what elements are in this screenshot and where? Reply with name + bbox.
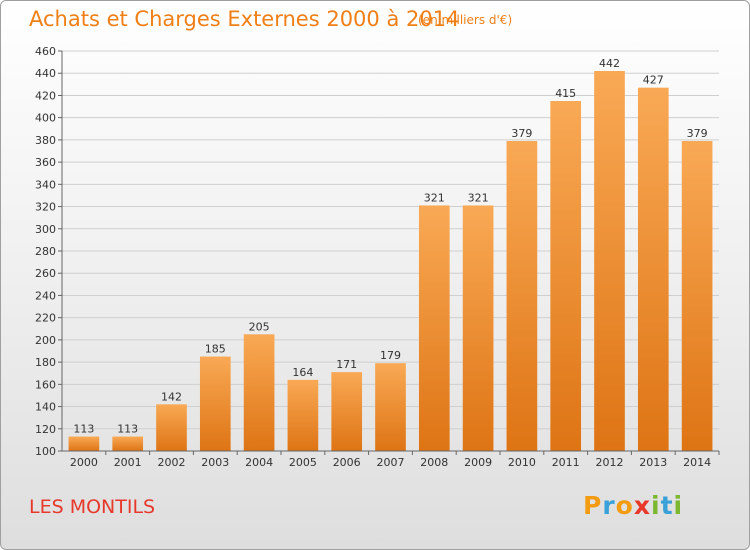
value-label: 179 [380,349,401,362]
logo-letter: P [583,491,603,520]
bar [681,141,713,451]
value-label: 427 [643,74,664,87]
labels: 100 120 140 160 180 200 220 240 260 280 300 320 340 3… [35,45,711,469]
x-tick-label: 2005 [289,456,317,469]
y-tick-label: 100 [35,445,56,458]
chart-title: Achats et Charges Externes 2000 à 2014 [29,7,460,31]
logo-letter: t [660,491,674,520]
value-label: 379 [687,127,708,140]
y-tick-label: 280 [35,245,56,258]
y-tick-label: 220 [35,312,56,325]
value-label: 142 [161,390,182,403]
x-tick-label: 2004 [245,456,273,469]
value-label: 113 [117,423,138,436]
x-tick-label: 2002 [158,456,186,469]
bar [637,87,669,452]
bar [199,356,231,451]
value-label: 442 [599,57,620,70]
bar [156,404,187,451]
bar [506,141,538,451]
value-label: 321 [424,191,445,204]
bar [243,334,275,451]
proxiti-logo: Proxiti [583,491,683,520]
x-tick-label: 2010 [508,456,536,469]
y-tick-label: 440 [35,67,56,80]
y-tick-label: 340 [35,178,56,191]
logo-letter: i [673,491,684,520]
commune-name: LES MONTILS [29,496,156,518]
y-tick-label: 400 [35,112,56,125]
value-label: 171 [336,358,357,371]
y-tick-label: 420 [35,89,56,102]
bar [112,436,144,451]
y-tick-label: 160 [35,378,56,391]
x-tick-label: 2012 [596,456,624,469]
value-label: 164 [292,366,313,379]
x-tick-label: 2008 [420,456,448,469]
bar [331,372,363,451]
y-tick-label: 200 [35,334,56,347]
y-tick-label: 140 [35,401,56,414]
y-tick-label: 120 [35,423,56,436]
y-tick-label: 380 [35,134,56,147]
logo-letter: x [633,491,651,520]
y-tick-label: 320 [35,201,56,214]
value-label: 185 [205,343,226,356]
bar [418,205,450,451]
value-label: 415 [555,87,576,100]
y-tick-label: 300 [35,223,56,236]
axes [58,50,720,455]
bar [462,205,494,451]
chart-subtitle: (en milliers d'€) [418,13,513,27]
bar [375,363,406,451]
bars [68,71,713,452]
y-tick-label: 240 [35,289,56,302]
y-tick-label: 460 [35,45,56,58]
bar [550,101,582,451]
logo-letter: r [602,491,616,520]
x-tick-label: 2006 [333,456,361,469]
x-tick-label: 2003 [201,456,229,469]
bar [287,379,319,451]
y-tick-label: 260 [35,267,56,280]
value-label: 379 [511,127,532,140]
bar [68,436,100,451]
value-label: 321 [468,191,489,204]
y-tick-label: 180 [35,356,56,369]
logo-letter: i [651,491,661,520]
value-label: 113 [73,423,94,436]
x-tick-label: 2014 [683,456,711,469]
x-tick-label: 2007 [377,456,405,469]
value-label: 205 [249,320,270,333]
x-tick-label: 2009 [464,456,492,469]
x-tick-label: 2013 [639,456,667,469]
x-tick-label: 2001 [114,456,142,469]
x-tick-label: 2000 [70,456,98,469]
y-tick-label: 360 [35,156,56,169]
logo-letter: o [615,491,634,520]
bar [594,71,625,451]
x-tick-label: 2011 [552,456,580,469]
